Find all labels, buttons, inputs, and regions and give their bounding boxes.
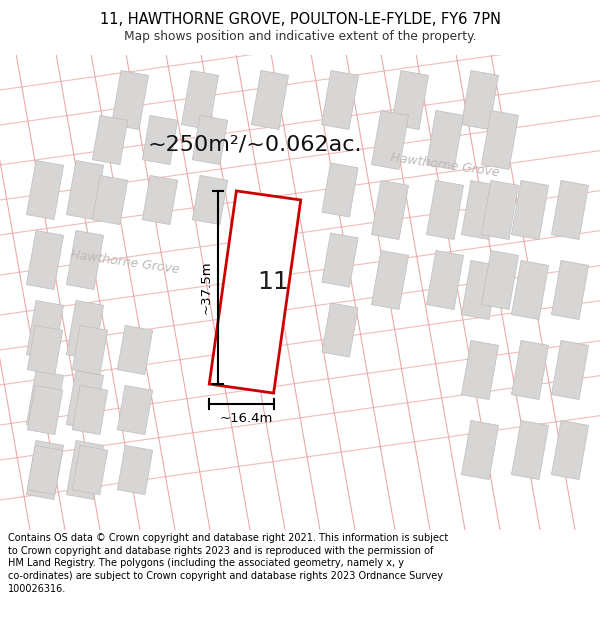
Text: Map shows position and indicative extent of the property.: Map shows position and indicative extent…: [124, 30, 476, 43]
Polygon shape: [391, 71, 428, 129]
Polygon shape: [67, 371, 104, 429]
Polygon shape: [551, 421, 589, 479]
Polygon shape: [461, 261, 499, 319]
Polygon shape: [142, 176, 178, 224]
Polygon shape: [26, 441, 64, 499]
Polygon shape: [209, 191, 301, 393]
Polygon shape: [73, 386, 107, 434]
Text: Hawthorne Grove: Hawthorne Grove: [390, 151, 500, 179]
Polygon shape: [481, 111, 518, 169]
Polygon shape: [511, 421, 548, 479]
Polygon shape: [28, 326, 62, 374]
Polygon shape: [67, 161, 104, 219]
Polygon shape: [427, 251, 464, 309]
Text: ~37.5m: ~37.5m: [200, 261, 213, 314]
Polygon shape: [118, 326, 152, 374]
Text: 11: 11: [257, 270, 289, 294]
Polygon shape: [551, 261, 589, 319]
Polygon shape: [67, 231, 104, 289]
Polygon shape: [461, 71, 499, 129]
Polygon shape: [73, 446, 107, 494]
Polygon shape: [26, 161, 64, 219]
Polygon shape: [118, 446, 152, 494]
Polygon shape: [371, 111, 409, 169]
Polygon shape: [371, 251, 409, 309]
Polygon shape: [193, 176, 227, 224]
Polygon shape: [322, 233, 358, 287]
Polygon shape: [92, 116, 128, 164]
Polygon shape: [67, 441, 104, 499]
Polygon shape: [551, 341, 589, 399]
Polygon shape: [112, 71, 149, 129]
Polygon shape: [67, 301, 104, 359]
Polygon shape: [461, 341, 499, 399]
Polygon shape: [322, 163, 358, 217]
Polygon shape: [28, 446, 62, 494]
Polygon shape: [427, 181, 464, 239]
Polygon shape: [118, 386, 152, 434]
Text: ~16.4m: ~16.4m: [220, 412, 273, 425]
Text: Hawthorne Grove: Hawthorne Grove: [70, 248, 181, 276]
Polygon shape: [142, 116, 178, 164]
Polygon shape: [551, 181, 589, 239]
Polygon shape: [92, 176, 128, 224]
Polygon shape: [481, 251, 518, 309]
Polygon shape: [511, 261, 548, 319]
Text: 11, HAWTHORNE GROVE, POULTON-LE-FYLDE, FY6 7PN: 11, HAWTHORNE GROVE, POULTON-LE-FYLDE, F…: [100, 12, 500, 27]
Polygon shape: [322, 71, 359, 129]
Polygon shape: [461, 421, 499, 479]
Polygon shape: [26, 371, 64, 429]
Polygon shape: [322, 303, 358, 357]
Polygon shape: [481, 181, 518, 239]
Polygon shape: [26, 301, 64, 359]
Polygon shape: [427, 111, 464, 169]
Text: Contains OS data © Crown copyright and database right 2021. This information is : Contains OS data © Crown copyright and d…: [8, 533, 448, 594]
Polygon shape: [26, 231, 64, 289]
Polygon shape: [511, 341, 548, 399]
Polygon shape: [193, 116, 227, 164]
Polygon shape: [511, 181, 548, 239]
Polygon shape: [371, 181, 409, 239]
Polygon shape: [73, 326, 107, 374]
Polygon shape: [251, 71, 289, 129]
Polygon shape: [181, 71, 218, 129]
Polygon shape: [28, 386, 62, 434]
Text: ~250m²/~0.062ac.: ~250m²/~0.062ac.: [148, 135, 362, 155]
Polygon shape: [461, 181, 499, 239]
